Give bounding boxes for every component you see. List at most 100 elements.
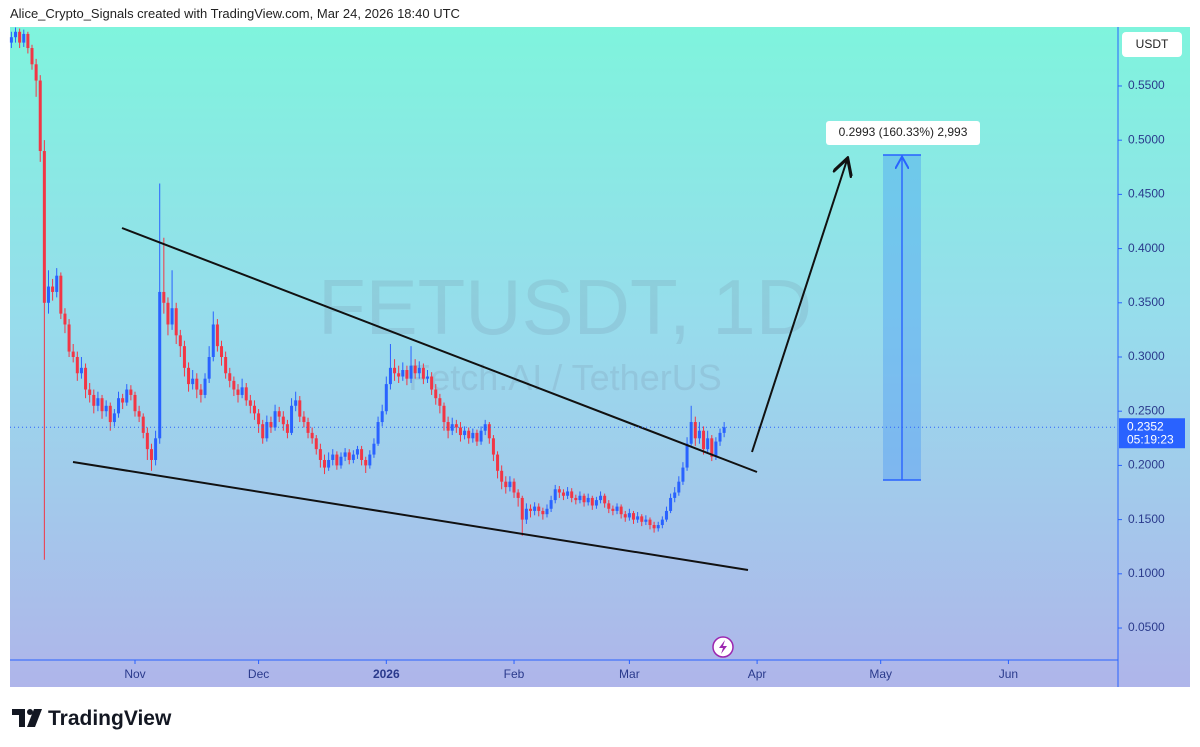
candle-body xyxy=(273,411,277,428)
candle-body xyxy=(145,432,149,450)
trendline-lower xyxy=(72,461,749,571)
candle-body xyxy=(578,495,582,501)
candle-body xyxy=(664,510,668,520)
candle-body xyxy=(323,459,327,468)
y-tick-label: 0.2000 xyxy=(1128,458,1165,472)
candle-body xyxy=(380,411,384,423)
candle-body xyxy=(339,456,343,466)
projection-arrow xyxy=(751,160,847,453)
watermark: FETUSDT, 1D xyxy=(318,263,812,351)
candle-body xyxy=(722,427,726,433)
candle-body xyxy=(681,467,685,482)
candle-body xyxy=(335,454,339,466)
candles xyxy=(9,27,726,560)
candle-body xyxy=(170,308,174,325)
y-tick-label: 0.4500 xyxy=(1128,187,1165,201)
unit-box[interactable] xyxy=(1122,32,1182,57)
x-tick-label: Apr xyxy=(748,667,767,681)
candle-body xyxy=(454,424,458,428)
candle-body xyxy=(38,80,42,152)
candle-body xyxy=(442,405,446,423)
event-icon-bolt xyxy=(719,640,727,654)
candle-body xyxy=(269,422,273,428)
candle-body xyxy=(603,495,607,504)
candle-body xyxy=(541,510,545,515)
candle-body xyxy=(368,454,372,466)
candle-body xyxy=(491,438,495,455)
candle-body xyxy=(438,398,442,406)
footer-logo xyxy=(12,709,42,727)
measure-label: 0.2993 (160.33%) 2,993 xyxy=(839,125,968,139)
y-tick-label: 0.5000 xyxy=(1128,132,1165,146)
candle-body xyxy=(619,506,623,515)
candle-body xyxy=(117,398,121,414)
candle-body xyxy=(232,380,236,390)
candle-body xyxy=(599,495,603,501)
candle-body xyxy=(18,31,22,43)
candle-body xyxy=(718,432,722,442)
candle-body xyxy=(174,308,178,336)
candle-body xyxy=(640,516,644,522)
candle-body xyxy=(137,411,141,417)
candle-body xyxy=(318,449,322,460)
candle-body xyxy=(149,449,153,460)
candle-body xyxy=(343,452,347,457)
candle-body xyxy=(9,37,13,43)
candle-body xyxy=(199,389,203,395)
candle-body xyxy=(607,503,611,509)
candle-body xyxy=(265,422,269,439)
candle-body xyxy=(355,449,359,455)
candle-body xyxy=(220,346,224,357)
last-price-label: 0.2352 xyxy=(1127,419,1164,433)
candle-body xyxy=(252,405,256,414)
candle-body xyxy=(689,422,693,444)
logo-mark xyxy=(12,709,25,727)
candle-body xyxy=(376,422,380,444)
chart-background xyxy=(10,27,1190,687)
candle-body xyxy=(524,508,528,520)
candle-body xyxy=(636,516,640,520)
candle-body xyxy=(364,459,368,466)
candle-body xyxy=(623,514,627,518)
candle-body xyxy=(84,367,88,390)
candle-body xyxy=(673,492,677,498)
candle-body xyxy=(187,367,191,385)
candle-body xyxy=(483,424,487,431)
candle-body xyxy=(195,378,199,390)
candle-body xyxy=(401,370,405,377)
candle-body xyxy=(549,500,553,509)
x-tick-label: Nov xyxy=(124,667,145,681)
candle-body xyxy=(285,424,289,433)
candle-body xyxy=(162,291,166,303)
candle-body xyxy=(458,427,462,436)
candle-body xyxy=(611,508,615,511)
candle-body xyxy=(656,525,660,529)
candle-body xyxy=(34,64,38,81)
candle-body xyxy=(594,500,598,506)
logo-slash xyxy=(27,709,42,727)
candle-body xyxy=(129,389,133,395)
candle-body xyxy=(384,384,388,412)
candle-body xyxy=(294,400,298,406)
candle-body xyxy=(121,398,125,403)
candle-body xyxy=(51,286,55,292)
candle-body xyxy=(615,506,619,511)
candle-body xyxy=(347,452,351,460)
x-tick-label: May xyxy=(869,667,892,681)
candle-body xyxy=(652,525,656,529)
measure-label-box xyxy=(826,121,980,145)
candle-body xyxy=(30,48,34,65)
candle-body xyxy=(92,394,96,406)
candle-body xyxy=(55,275,59,292)
candle-body xyxy=(648,519,652,526)
candle-body xyxy=(479,430,483,442)
candle-body xyxy=(685,443,689,468)
candle-body xyxy=(710,438,714,457)
candle-body xyxy=(108,405,112,423)
candle-body xyxy=(281,416,285,425)
candle-body xyxy=(277,411,281,417)
unit-label: USDT xyxy=(1136,37,1169,51)
x-tick-label: Jun xyxy=(999,667,1018,681)
candle-body xyxy=(388,367,392,385)
candle-body xyxy=(26,33,30,49)
